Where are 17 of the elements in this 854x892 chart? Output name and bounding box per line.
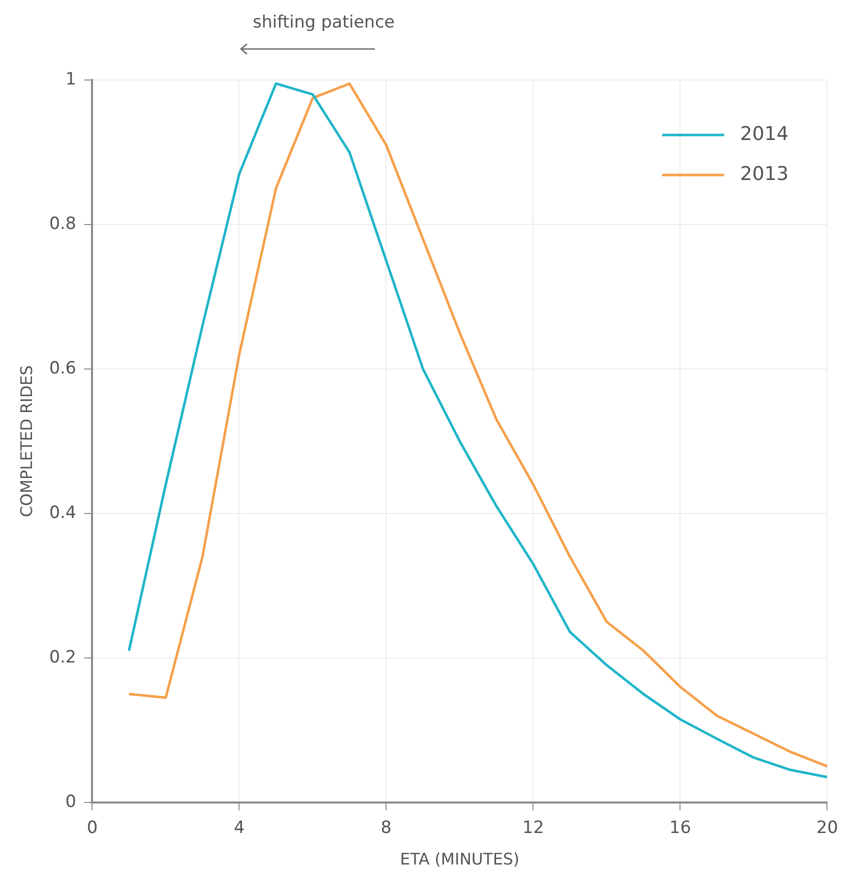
y-tick-label: 0.6: [49, 358, 76, 378]
y-tick-label: 1: [65, 69, 76, 90]
x-tick-label: 0: [86, 818, 98, 838]
y-tick-label: 0: [65, 792, 76, 812]
x-tick-label: 4: [234, 818, 245, 838]
x-tick-label: 20: [816, 818, 838, 838]
y-tick-label: 0.2: [49, 647, 76, 668]
x-tick-label: 8: [380, 818, 392, 838]
legend-label: 2013: [740, 162, 789, 185]
x-tick-label: 12: [522, 818, 544, 838]
y-tick-label: 0.8: [49, 214, 76, 234]
y-tick-label: 0.4: [49, 502, 76, 523]
x-axis-title: ETA (MINUTES): [400, 850, 520, 869]
x-tick-label: 16: [669, 818, 692, 838]
y-axis-title: COMPLETED RIDES: [16, 365, 36, 518]
legend-label: 2014: [740, 122, 789, 145]
text: shifting patience: [252, 12, 395, 32]
